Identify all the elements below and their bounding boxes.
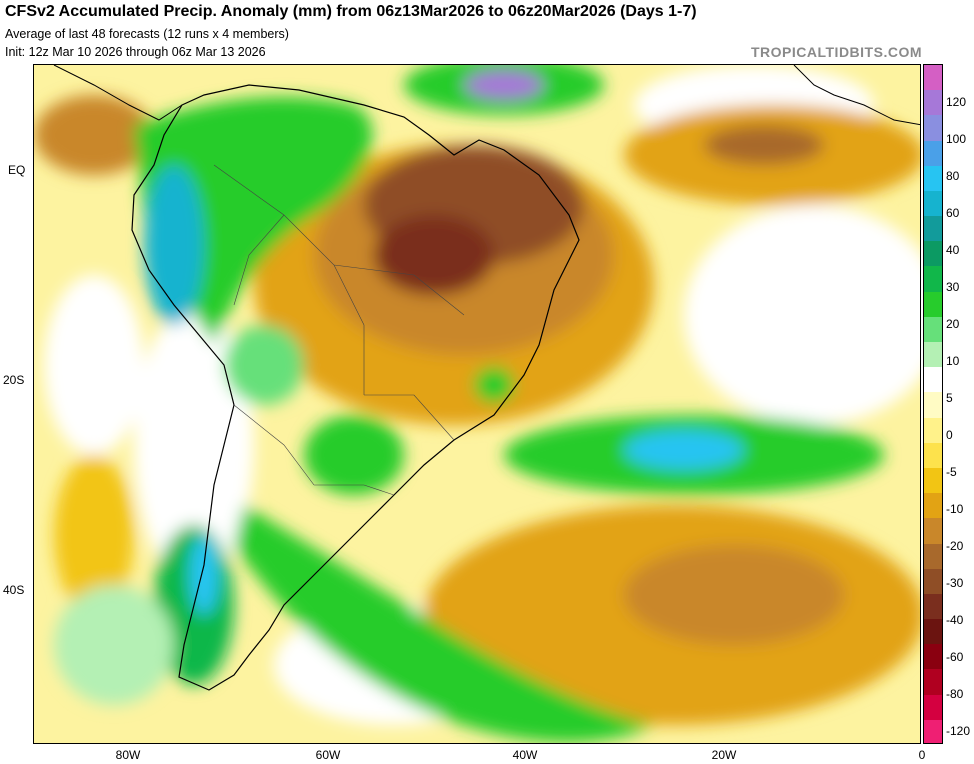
colorbar-label: 10	[946, 354, 960, 369]
colorbar-segment	[924, 367, 942, 393]
wet-southeast-brazil	[474, 367, 514, 403]
colorbar-segment	[924, 543, 942, 570]
colorbar-label: 0	[946, 428, 953, 443]
colorbar-segment	[924, 593, 942, 620]
dry-amazon-peak	[374, 215, 494, 295]
colorbar-segment	[924, 65, 942, 91]
colorbar-segment	[924, 241, 942, 267]
zero-area-east-atlantic	[684, 205, 920, 425]
colorbar-label: 60	[946, 205, 960, 220]
dry-pacific-north	[34, 95, 154, 175]
colorbar-segment	[924, 216, 942, 242]
colorbar-segment	[924, 669, 942, 696]
colorbar-label: 80	[946, 168, 960, 183]
lon-label-60w: 60W	[315, 748, 341, 762]
lon-label-0: 0	[918, 748, 926, 762]
lat-label-eq: EQ	[8, 163, 26, 177]
colorbar-segment	[924, 694, 942, 721]
colorbar-label: -60	[946, 650, 964, 665]
colorbar-label: -5	[946, 465, 957, 480]
colorbar-label: 5	[946, 391, 953, 406]
map-canvas	[34, 65, 920, 743]
wet-paraguay	[304, 415, 404, 495]
lat-label-20s: 20S	[3, 373, 25, 387]
africa-outline	[793, 65, 920, 126]
colorbar-segment	[924, 392, 942, 419]
zero-area-argentina	[134, 305, 254, 585]
colorbar-label: -120	[946, 724, 971, 739]
wet-andes-peru	[144, 165, 204, 325]
map-title: CFSv2 Accumulated Precip. Anomaly (mm) f…	[5, 3, 697, 20]
colorbar-label: 20	[946, 317, 960, 331]
colorbar-label: 100	[946, 131, 967, 146]
colorbar-label: -10	[946, 502, 964, 517]
colorbar-segment	[924, 619, 942, 645]
dry-south-atlantic-core	[624, 545, 844, 645]
lat-label-40s: 40S	[3, 583, 25, 597]
lon-label-20w: 20W	[711, 748, 737, 762]
colorbar-label: -80	[946, 687, 964, 702]
colorbar-segment	[924, 342, 942, 368]
wet-southern-chile-core	[189, 535, 219, 615]
brand-watermark: TROPICALTIDBITS.COM	[750, 44, 922, 60]
colorbar-segment	[924, 291, 942, 318]
precip-anomaly-map	[33, 64, 921, 744]
colorbar-label: 40	[946, 242, 960, 257]
colorbar	[923, 64, 943, 744]
colorbar-segment	[924, 115, 942, 142]
lon-label-80w: 80W	[115, 748, 141, 762]
wet-pacific-south	[54, 585, 174, 705]
country-borders	[213, 164, 465, 496]
wet-patagonia-band	[234, 505, 654, 743]
wet-bolivia	[224, 325, 304, 405]
colorbar-segment	[924, 417, 942, 444]
colorbar-segment	[924, 719, 942, 743]
colorbar-segment	[924, 467, 942, 494]
colorbar-segment	[924, 190, 942, 217]
colorbar-segment	[924, 140, 942, 167]
colorbar-segment	[924, 493, 942, 519]
wet-north-coast-peak	[464, 70, 544, 100]
anomaly-fields	[34, 65, 920, 743]
colorbar-segment	[924, 518, 942, 544]
colorbar-label: 120	[946, 94, 967, 109]
wet-south-atlantic-core	[624, 430, 744, 470]
map-subtitle-forecasts: Average of last 48 forecasts (12 runs x …	[5, 27, 289, 41]
dry-pacific-south	[54, 455, 134, 615]
colorbar-segment	[924, 442, 942, 469]
south-america-outline	[131, 84, 580, 691]
colorbar-segment	[924, 90, 942, 116]
zero-area-pacific	[44, 275, 144, 455]
central-america-outline	[53, 65, 183, 121]
colorbar-segment	[924, 568, 942, 595]
colorbar-label: -30	[946, 576, 964, 591]
colorbar-label: 30	[946, 279, 960, 294]
colorbar-segment	[924, 266, 942, 293]
colorbar-segment	[924, 644, 942, 670]
lon-label-40w: 40W	[512, 748, 538, 762]
colorbar-segment	[924, 165, 942, 192]
colorbar-segment	[924, 316, 942, 343]
colorbar-label: -20	[946, 539, 964, 554]
dry-equatorial-atlantic-core	[704, 125, 824, 165]
map-subtitle-init: Init: 12z Mar 10 2026 through 06z Mar 13…	[5, 45, 266, 59]
colorbar-label: -40	[946, 613, 964, 628]
